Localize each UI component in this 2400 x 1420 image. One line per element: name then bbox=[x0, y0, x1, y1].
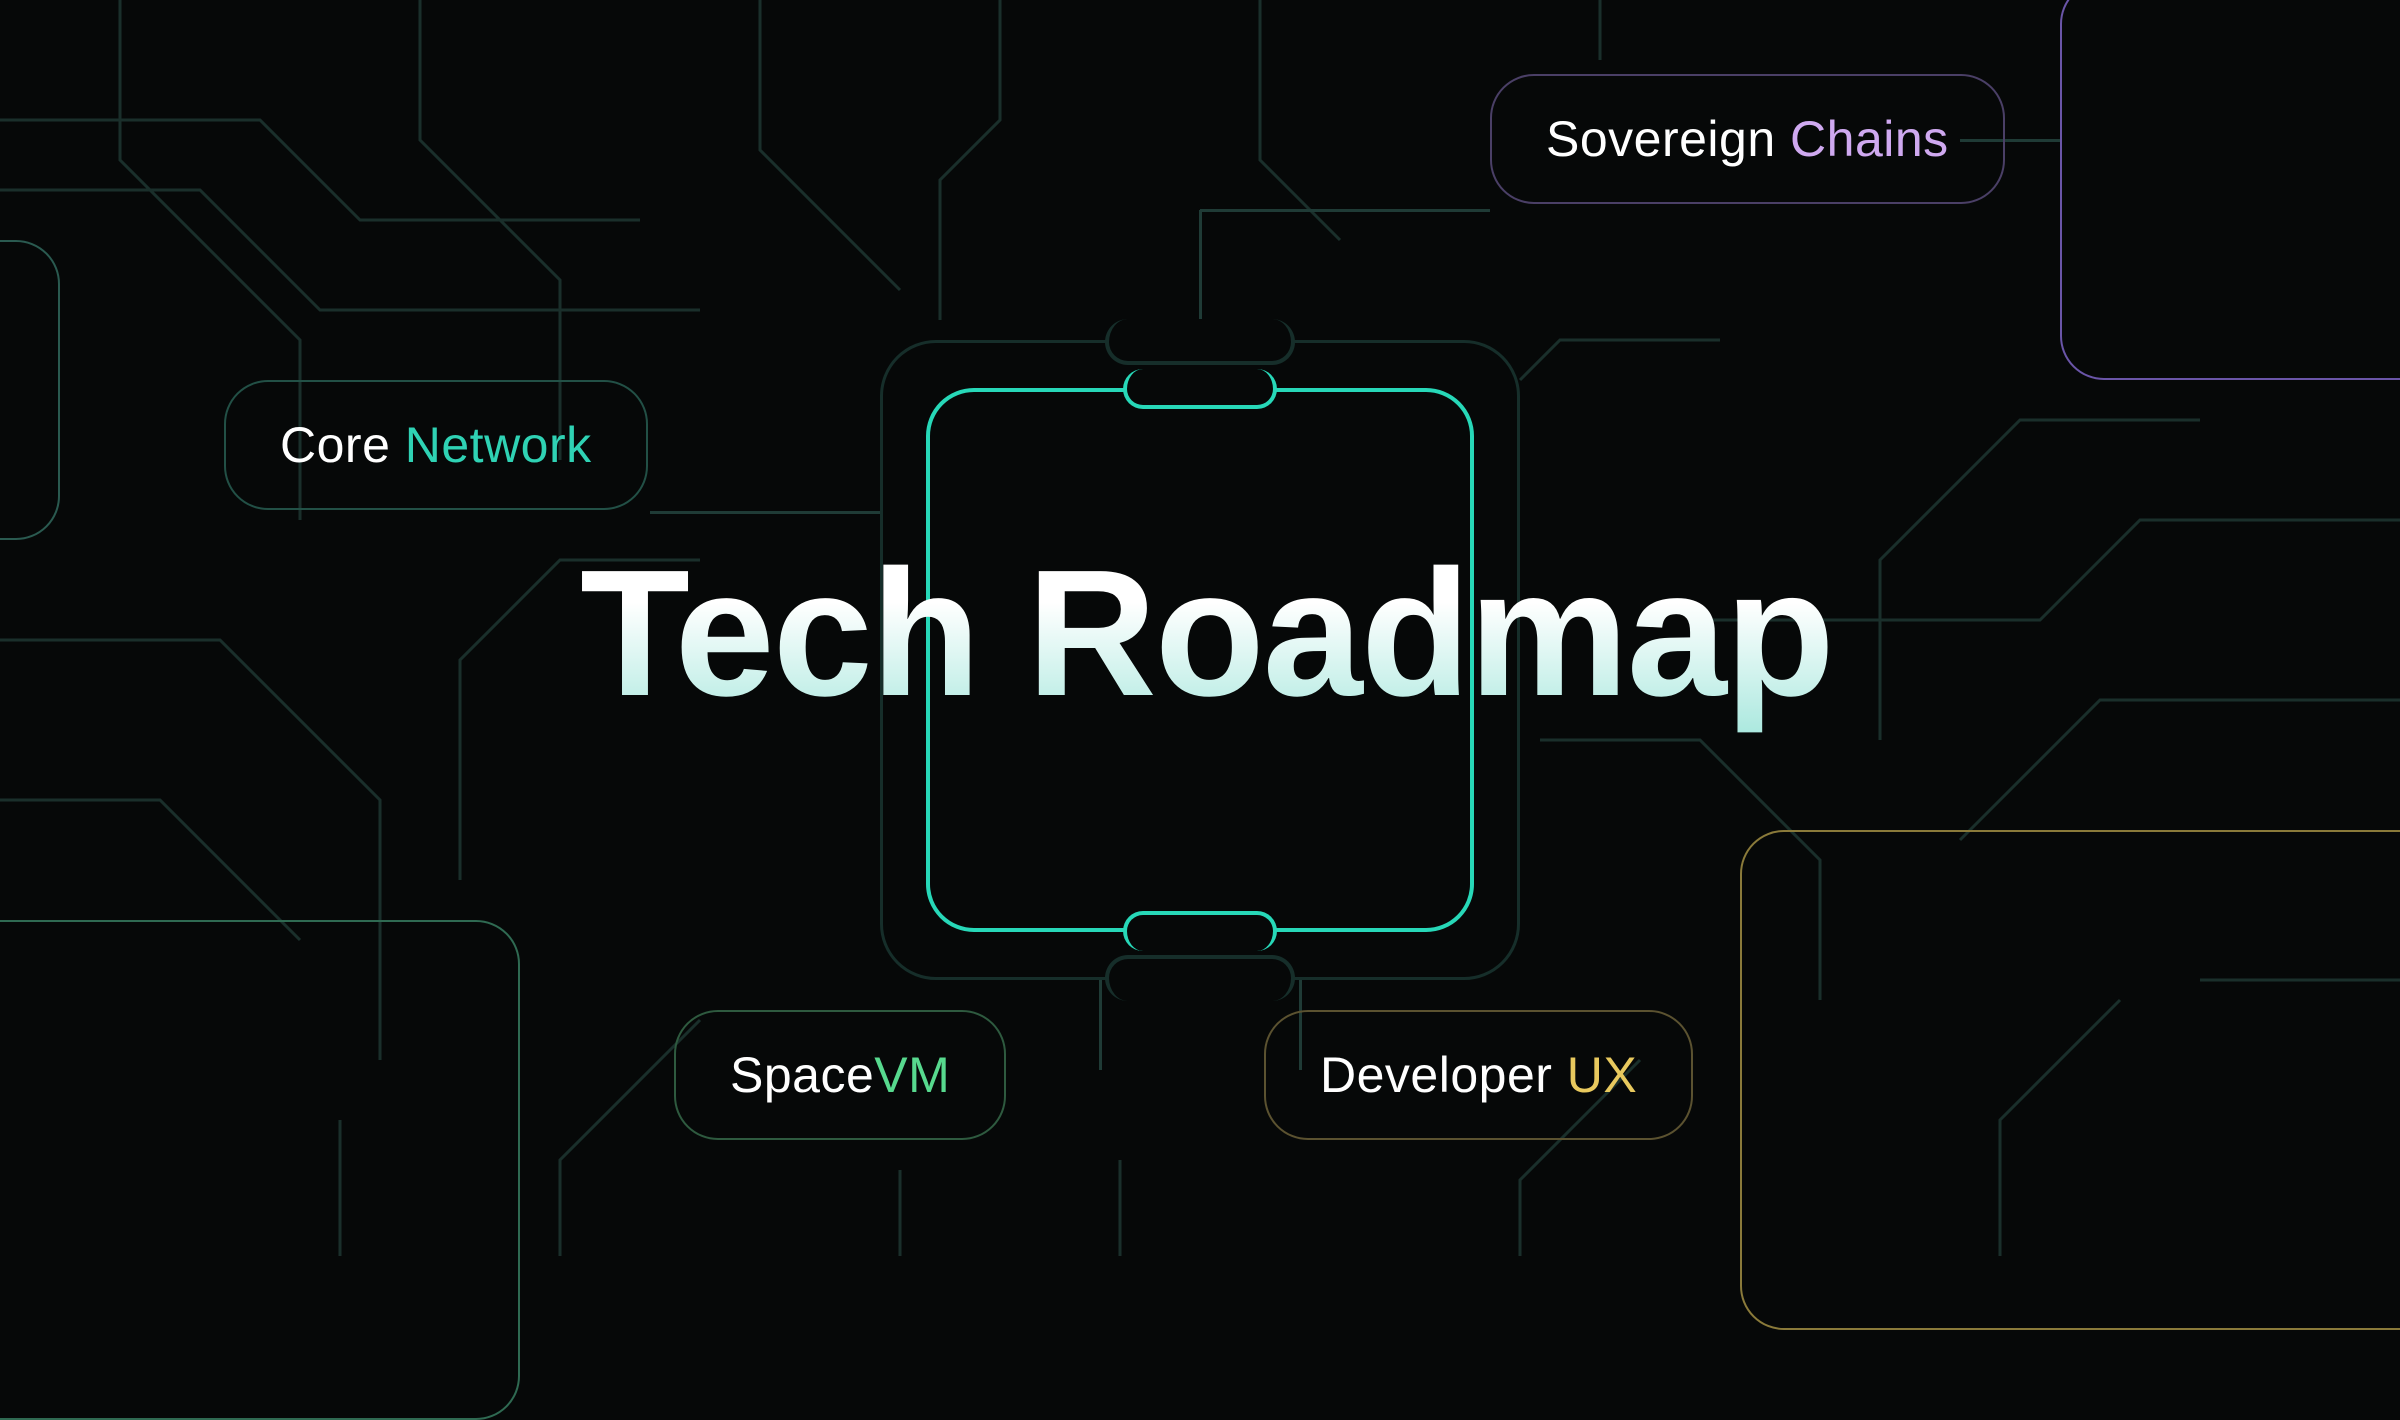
connector-chip-to-spacevm bbox=[1099, 980, 1102, 1070]
chip-notch-bottom bbox=[1105, 955, 1295, 1001]
chip-notch-top bbox=[1105, 319, 1295, 365]
chip-inner-notch-bottom bbox=[1123, 911, 1277, 951]
card-space-vm: SpaceVM bbox=[674, 1010, 1006, 1140]
ghost-box-bottom-left bbox=[0, 920, 520, 1420]
connector-chip-to-sovereign-h bbox=[1200, 209, 1490, 212]
card-core-network-main: Core bbox=[280, 417, 405, 473]
card-sovereign-chains-main: Sovereign bbox=[1546, 111, 1790, 167]
card-developer-ux-main: Developer bbox=[1320, 1047, 1567, 1103]
connector-core-to-chip bbox=[650, 511, 880, 514]
ghost-box-bottom-right bbox=[1740, 830, 2400, 1330]
ghost-box-top-right bbox=[2060, 0, 2400, 380]
card-developer-ux: Developer UX bbox=[1264, 1010, 1693, 1140]
card-core-network-accent: Network bbox=[405, 417, 592, 473]
card-sovereign-chains-accent: Chains bbox=[1790, 111, 1949, 167]
card-developer-ux-accent: UX bbox=[1567, 1047, 1637, 1103]
chip-inner-notch-top bbox=[1123, 369, 1277, 409]
connector-chip-to-sovereign-v bbox=[1199, 210, 1202, 340]
card-space-vm-accent: VM bbox=[874, 1047, 950, 1103]
main-title: Tech Roadmap bbox=[580, 530, 1833, 737]
card-core-network: Core Network bbox=[224, 380, 648, 510]
ghost-box-left bbox=[0, 240, 60, 540]
card-space-vm-main: Space bbox=[730, 1047, 874, 1103]
card-sovereign-chains: Sovereign Chains bbox=[1490, 74, 2005, 204]
